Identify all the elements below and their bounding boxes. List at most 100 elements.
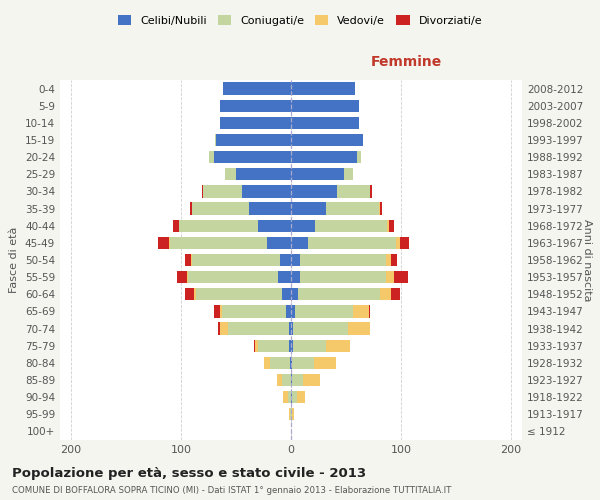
Bar (391, 254, 397, 266)
Bar (394, 271, 407, 283)
Bar (348, 322, 370, 334)
Bar (291, 168, 344, 180)
Legend: Celibi/Nubili, Coniugati/e, Vedovi/e, Divorziati/e: Celibi/Nubili, Coniugati/e, Vedovi/e, Di… (113, 10, 487, 30)
Bar (223, 82, 291, 94)
Bar (187, 271, 188, 283)
Bar (278, 271, 291, 283)
Bar (380, 288, 391, 300)
Bar (344, 168, 353, 180)
Bar (170, 236, 267, 249)
Bar (263, 356, 270, 369)
Bar (291, 374, 292, 386)
Bar (289, 322, 291, 334)
Bar (291, 254, 300, 266)
Bar (192, 202, 249, 214)
Bar (291, 151, 357, 164)
Bar (291, 202, 326, 214)
Bar (291, 236, 308, 249)
Bar (258, 340, 289, 352)
Bar (291, 100, 359, 112)
Bar (192, 254, 280, 266)
Bar (291, 220, 315, 232)
Bar (288, 391, 291, 404)
Bar (298, 288, 380, 300)
Bar (254, 340, 258, 352)
Bar (185, 288, 194, 300)
Bar (400, 236, 409, 249)
Bar (357, 151, 361, 164)
Bar (185, 254, 191, 266)
Bar (218, 322, 220, 334)
Bar (387, 220, 389, 232)
Bar (290, 356, 291, 369)
Bar (249, 202, 291, 214)
Bar (188, 271, 278, 283)
Text: COMUNE DI BOFFALORA SOPRA TICINO (MI) - Dati ISTAT 1° gennaio 2013 - Elaborazion: COMUNE DI BOFFALORA SOPRA TICINO (MI) - … (12, 486, 451, 495)
Bar (214, 306, 220, 318)
Text: Femmine: Femmine (371, 55, 442, 69)
Bar (291, 134, 362, 146)
Bar (215, 134, 216, 146)
Bar (179, 220, 258, 232)
Bar (315, 220, 387, 232)
Bar (293, 322, 348, 334)
Bar (202, 186, 203, 198)
Bar (296, 391, 305, 404)
Bar (282, 288, 291, 300)
Bar (292, 391, 296, 404)
Bar (295, 306, 353, 318)
Bar (220, 100, 291, 112)
Bar (337, 186, 370, 198)
Bar (241, 186, 291, 198)
Bar (326, 202, 379, 214)
Text: Popolazione per età, sesso e stato civile - 2013: Popolazione per età, sesso e stato civil… (12, 468, 366, 480)
Bar (203, 186, 241, 198)
Bar (236, 168, 291, 180)
Bar (229, 322, 289, 334)
Bar (291, 322, 293, 334)
Bar (291, 340, 293, 352)
Y-axis label: Anni di nascita: Anni di nascita (582, 219, 592, 301)
Bar (370, 186, 373, 198)
Bar (391, 288, 400, 300)
Bar (196, 288, 282, 300)
Bar (291, 82, 355, 94)
Bar (380, 202, 382, 214)
Bar (220, 322, 229, 334)
Bar (389, 220, 394, 232)
Bar (176, 271, 187, 283)
Bar (353, 306, 369, 318)
Bar (283, 391, 288, 404)
Bar (209, 151, 214, 164)
Bar (291, 356, 292, 369)
Bar (277, 374, 282, 386)
Bar (292, 356, 314, 369)
Bar (300, 271, 386, 283)
Bar (300, 254, 386, 266)
Bar (220, 306, 222, 318)
Bar (220, 116, 291, 129)
Bar (291, 408, 292, 420)
Bar (386, 271, 394, 283)
Bar (395, 236, 400, 249)
Bar (289, 408, 290, 420)
Bar (173, 220, 179, 232)
Bar (369, 306, 370, 318)
Bar (292, 374, 303, 386)
Bar (386, 254, 391, 266)
Bar (290, 408, 291, 420)
Y-axis label: Fasce di età: Fasce di età (10, 227, 19, 293)
Bar (293, 340, 326, 352)
Bar (291, 306, 295, 318)
Bar (270, 356, 290, 369)
Bar (216, 134, 291, 146)
Bar (158, 236, 169, 249)
Bar (258, 220, 291, 232)
Bar (194, 288, 196, 300)
Bar (291, 391, 292, 404)
Bar (169, 236, 170, 249)
Bar (267, 236, 291, 249)
Bar (379, 202, 380, 214)
Bar (222, 306, 286, 318)
Bar (282, 374, 291, 386)
